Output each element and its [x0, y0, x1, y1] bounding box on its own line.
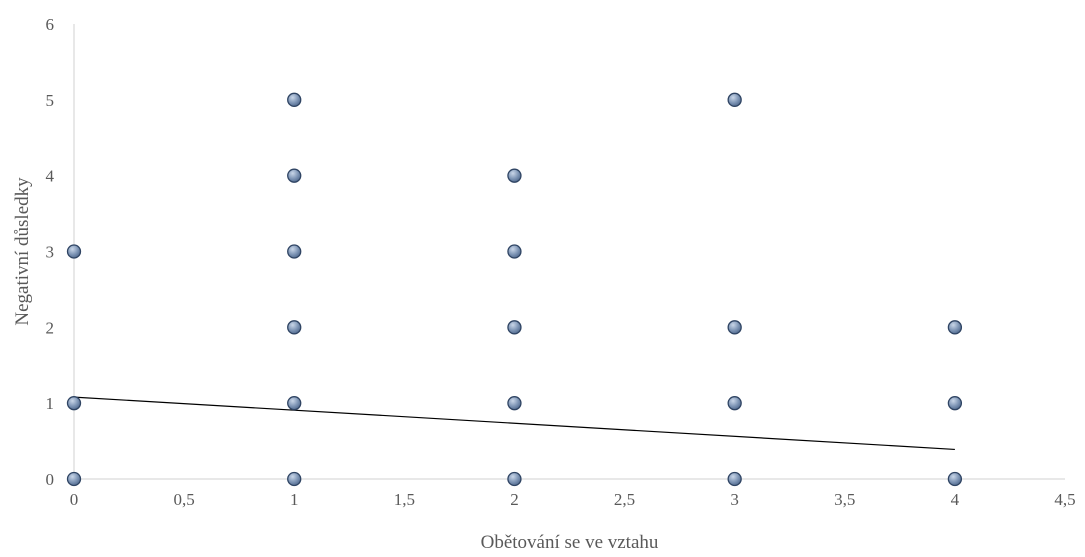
axes: [73, 24, 1065, 480]
y-tick-label: 5: [46, 91, 55, 110]
x-tick-label: 3,5: [834, 490, 855, 509]
x-tick-label: 2: [510, 490, 519, 509]
data-point: [947, 320, 963, 335]
x-tick-label: 0: [70, 490, 79, 509]
data-point: [287, 396, 302, 411]
x-tick-label: 4,5: [1054, 490, 1075, 509]
data-point: [947, 471, 963, 487]
data-point: [507, 168, 522, 183]
y-tick-labels: 0 1 2 3 4 5 6: [46, 15, 55, 489]
x-tick-label: 4: [951, 490, 960, 509]
data-point: [507, 320, 522, 335]
data-point: [727, 396, 742, 411]
y-tick-label: 1: [46, 394, 55, 413]
data-point: [66, 396, 82, 411]
data-point: [507, 471, 522, 487]
x-tick-label: 1,5: [394, 490, 415, 509]
data-point: [287, 168, 302, 183]
data-point: [287, 320, 302, 335]
y-axis-title: Negativní důsledky: [12, 177, 33, 326]
x-tick-labels: 0 0,5 1 1,5 2 2,5 3 3,5 4 4,5: [70, 490, 1076, 509]
y-tick-label: 6: [46, 15, 55, 34]
y-tick-label: 0: [46, 470, 55, 489]
data-points: [66, 92, 963, 487]
x-axis-title: Obětování se ve vztahu: [481, 532, 659, 553]
data-point: [66, 244, 82, 259]
y-tick-label: 4: [46, 167, 55, 186]
data-point: [947, 396, 963, 411]
y-tick-label: 3: [46, 243, 55, 262]
data-point: [287, 244, 302, 259]
data-point: [507, 244, 522, 259]
trendline-layer: [73, 396, 955, 451]
x-tick-label: 2,5: [614, 490, 635, 509]
x-tick-label: 3: [730, 490, 739, 509]
data-point: [66, 471, 82, 487]
data-point: [727, 320, 742, 335]
data-point: [287, 471, 302, 487]
y-tick-label: 2: [46, 318, 55, 337]
data-point: [727, 92, 742, 107]
data-point: [287, 92, 302, 107]
trendline: [73, 396, 955, 451]
data-point: [727, 471, 742, 487]
data-point: [507, 396, 522, 411]
x-tick-label: 1: [290, 490, 299, 509]
x-tick-label: 0,5: [173, 490, 194, 509]
